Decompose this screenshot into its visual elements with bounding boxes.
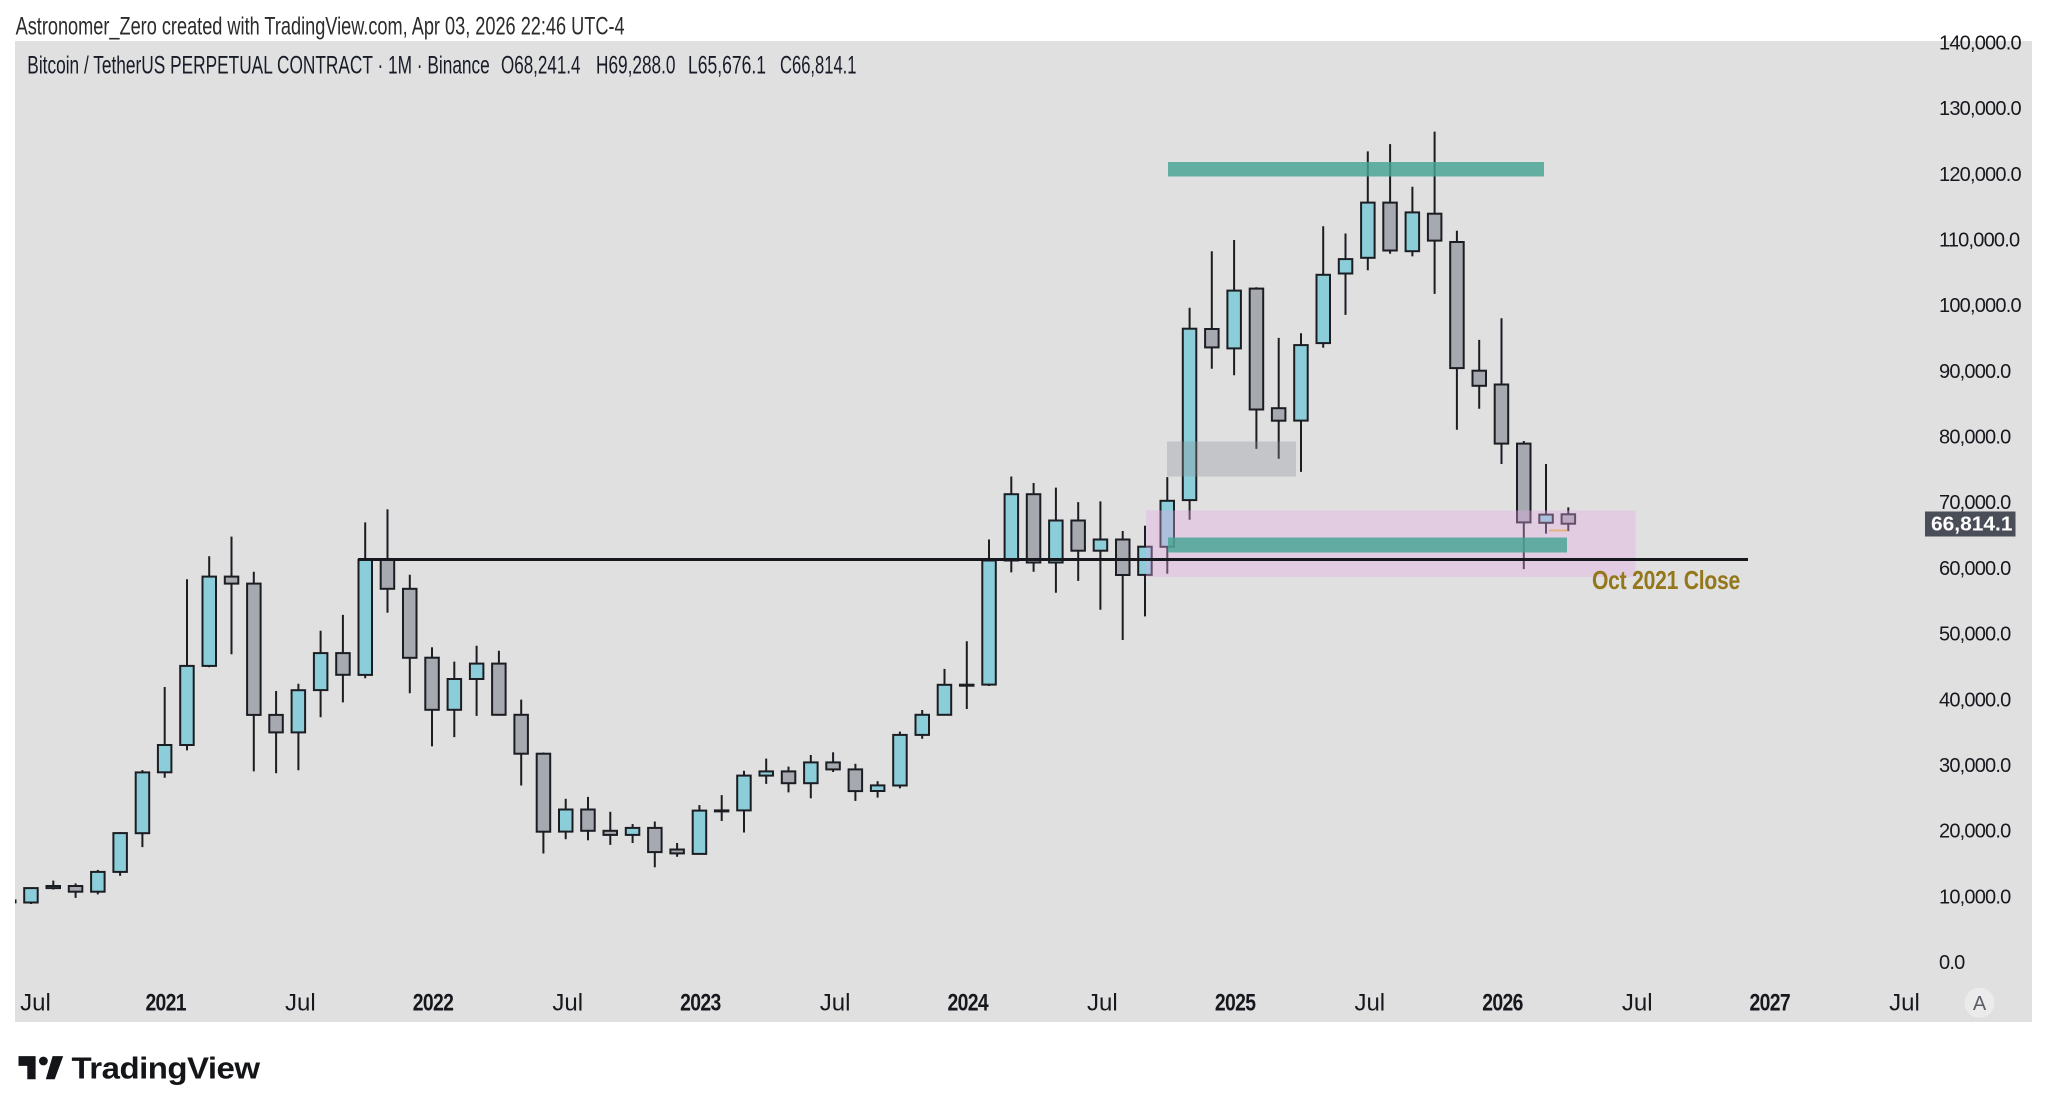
- svg-text:2026: 2026: [1482, 990, 1523, 1017]
- svg-text:Jul: Jul: [20, 990, 51, 1017]
- svg-text:90,000.0: 90,000.0: [1939, 361, 2011, 383]
- svg-text:2022: 2022: [413, 990, 454, 1017]
- svg-text:80,000.0: 80,000.0: [1939, 427, 2011, 449]
- svg-text:L65,676.1: L65,676.1: [688, 52, 766, 80]
- svg-text:60,000.0: 60,000.0: [1939, 558, 2011, 580]
- svg-text:100,000.0: 100,000.0: [1939, 295, 2021, 317]
- svg-text:110,000.0: 110,000.0: [1939, 230, 2020, 252]
- svg-text:70,000.0: 70,000.0: [1939, 492, 2011, 514]
- svg-text:120,000.0: 120,000.0: [1939, 164, 2021, 186]
- svg-text:140,000.0: 140,000.0: [1939, 33, 2021, 55]
- svg-text:Jul: Jul: [820, 990, 851, 1017]
- svg-text:2024: 2024: [948, 990, 990, 1017]
- svg-text:Jul: Jul: [1889, 990, 1920, 1017]
- svg-text:O68,241.4: O68,241.4: [501, 52, 581, 80]
- svg-text:Jul: Jul: [1354, 990, 1385, 1017]
- svg-text:C66,814.1: C66,814.1: [780, 52, 857, 80]
- svg-text:Oct 2021 Close: Oct 2021 Close: [1592, 565, 1740, 595]
- svg-text:130,000.0: 130,000.0: [1939, 98, 2021, 120]
- svg-text:Bitcoin / TetherUS PERPETUAL C: Bitcoin / TetherUS PERPETUAL CONTRACT · …: [27, 52, 490, 80]
- svg-text:Astronomer_Zero created with T: Astronomer_Zero created with TradingView…: [16, 12, 625, 40]
- svg-text:H69,288.0: H69,288.0: [596, 52, 676, 80]
- svg-text:A: A: [1973, 993, 1987, 1015]
- svg-text:40,000.0: 40,000.0: [1939, 689, 2011, 711]
- svg-text:30,000.0: 30,000.0: [1939, 755, 2011, 777]
- svg-text:2027: 2027: [1750, 990, 1791, 1017]
- svg-text:Jul: Jul: [1087, 990, 1118, 1017]
- svg-text:2021: 2021: [145, 990, 186, 1017]
- svg-text:Jul: Jul: [552, 990, 583, 1017]
- svg-text:66,814.1: 66,814.1: [1931, 514, 2013, 536]
- svg-text:2025: 2025: [1215, 990, 1256, 1017]
- svg-text:Jul: Jul: [285, 990, 316, 1017]
- svg-text:20,000.0: 20,000.0: [1939, 821, 2011, 843]
- svg-text:TradingView: TradingView: [72, 1051, 261, 1086]
- svg-text:10,000.0: 10,000.0: [1939, 886, 2011, 908]
- svg-text:2023: 2023: [680, 990, 721, 1017]
- svg-text:Jul: Jul: [1622, 990, 1653, 1017]
- svg-text:0.0: 0.0: [1939, 952, 1965, 974]
- svg-text:50,000.0: 50,000.0: [1939, 624, 2011, 646]
